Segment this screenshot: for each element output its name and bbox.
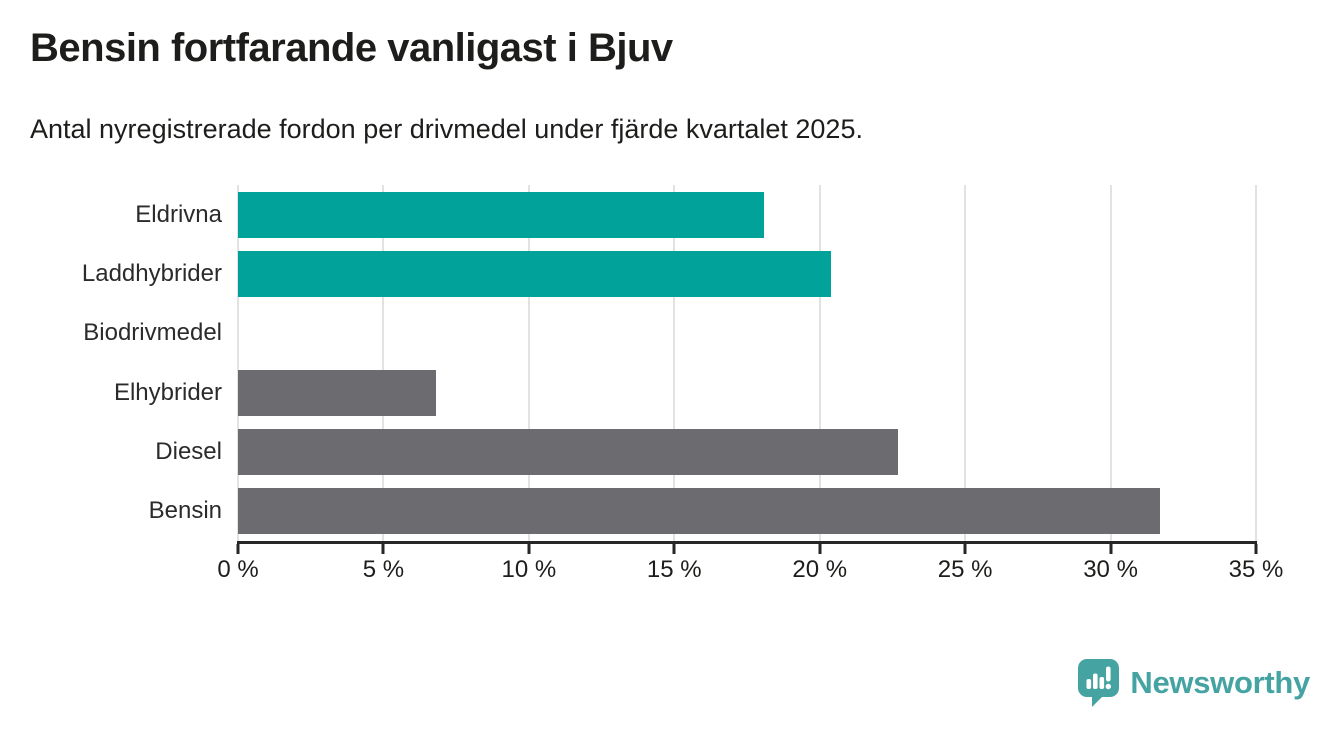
y-axis-labels: Eldrivna Laddhybrider Biodrivmedel Elhybrid… <box>0 185 222 541</box>
gridline <box>673 185 676 541</box>
axis-tick-label: 15 % <box>646 556 702 583</box>
newsworthy-icon <box>1078 659 1120 707</box>
axis-tick <box>527 544 531 554</box>
category-label-bensin: Bensin <box>148 497 222 525</box>
x-axis-tick-labels: 0 % 5 % 10 % 15 % 20 % 25 % 30 % 35 % <box>217 556 1283 586</box>
axis-tick <box>1109 544 1113 554</box>
x-axis-ticks <box>236 544 1258 554</box>
chart-subtitle: Antal nyregistrerade fordon per drivmede… <box>30 114 863 144</box>
newsworthy-wordmark: Newsworthy <box>1130 665 1310 700</box>
axis-tick <box>381 544 385 554</box>
category-label-eldrivna: Eldrivna <box>135 200 222 228</box>
bar-elhybrider <box>238 369 436 416</box>
bar-diesel <box>238 429 899 475</box>
axis-tick-label: 35 % <box>1228 556 1284 583</box>
gridline <box>964 185 967 541</box>
newsworthy-logo: Newsworthy <box>1078 659 1310 707</box>
axis-tick <box>1254 544 1258 554</box>
bar-eldrivna <box>238 191 765 238</box>
x-axis-line <box>237 541 1257 544</box>
gridline <box>527 185 530 541</box>
axis-tick-label: 20 % <box>792 556 848 583</box>
axis-tick <box>672 544 676 554</box>
axis-tick-label: 5 % <box>362 556 405 583</box>
plot-area <box>237 185 1257 541</box>
gridline <box>382 185 385 541</box>
gridline <box>237 185 239 541</box>
gridline <box>1109 185 1112 541</box>
axis-tick <box>963 544 967 554</box>
bar-bensin <box>238 488 1161 535</box>
chart-title: Bensin fortfarande vanligast i Bjuv <box>30 26 673 70</box>
axis-tick-label: 30 % <box>1083 556 1138 583</box>
axis-tick-label: 10 % <box>501 556 557 583</box>
axis-tick-label: 25 % <box>937 556 993 583</box>
axis-tick <box>236 544 240 554</box>
gridline <box>818 185 821 541</box>
category-label-diesel: Diesel <box>155 437 222 465</box>
gridline <box>1255 185 1257 541</box>
category-label-elhybrider: Elhybrider <box>113 378 222 406</box>
axis-tick <box>818 544 822 554</box>
bar-laddhybrider <box>238 251 832 297</box>
axis-tick-label: 0 % <box>217 556 259 583</box>
category-label-laddhybrider: Laddhybrider <box>81 259 222 287</box>
category-label-biodrivmedel: Biodrivmedel <box>83 319 222 347</box>
